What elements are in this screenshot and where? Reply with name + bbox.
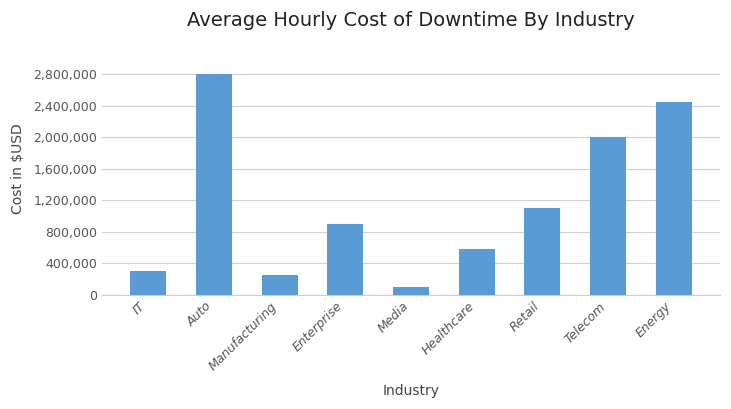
Bar: [656, 102, 692, 295]
Bar: [524, 208, 561, 295]
Bar: [262, 275, 298, 295]
Bar: [590, 137, 626, 295]
Title: Average Hourly Cost of Downtime By Industry: Average Hourly Cost of Downtime By Indus…: [187, 11, 635, 30]
X-axis label: Industry: Industry: [382, 384, 439, 398]
Bar: [327, 224, 363, 295]
Bar: [196, 74, 232, 295]
Bar: [458, 249, 495, 295]
Bar: [130, 271, 167, 295]
Bar: [393, 287, 429, 295]
Y-axis label: Cost in $USD: Cost in $USD: [11, 124, 25, 214]
